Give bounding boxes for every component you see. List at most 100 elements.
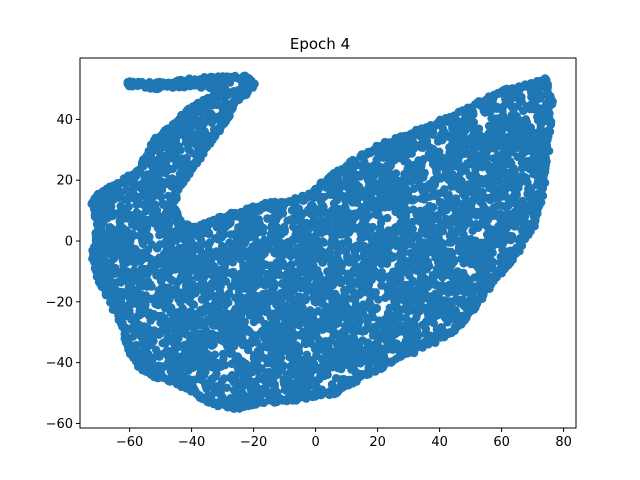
scatter-point: [393, 146, 402, 155]
scatter-point: [391, 178, 401, 187]
scatter-point: [446, 261, 455, 271]
scatter-point: [260, 281, 269, 290]
scatter-point: [402, 301, 411, 310]
scatter-point: [471, 165, 480, 175]
scatter-point: [129, 191, 138, 200]
scatter-point: [237, 293, 246, 302]
scatter-point: [352, 277, 361, 286]
scatter-point: [271, 247, 280, 256]
scatter-point: [201, 325, 210, 334]
scatter-point: [432, 225, 441, 234]
scatter-point: [163, 227, 173, 236]
scatter-point: [389, 252, 398, 261]
scatter-point: [205, 333, 215, 342]
scatter-point: [320, 192, 329, 202]
scatter-point: [176, 125, 185, 134]
scatter-point: [438, 281, 447, 290]
scatter-point: [152, 243, 162, 252]
scatter-point: [526, 185, 535, 195]
scatter-point: [486, 142, 495, 151]
scatter-point: [202, 317, 212, 326]
scatter-point: [525, 145, 534, 155]
scatter-point: [420, 207, 430, 216]
scatter-point: [389, 154, 398, 163]
scatter-point: [344, 189, 354, 198]
scatter-point: [221, 323, 230, 332]
scatter-point: [374, 181, 384, 190]
scatter-point: [435, 174, 444, 183]
scatter-point: [130, 287, 139, 296]
scatter-point: [463, 140, 472, 150]
scatter-point: [151, 299, 160, 309]
scatter-point: [138, 239, 148, 249]
scatter-point: [430, 190, 439, 200]
scatter-point: [318, 309, 327, 319]
scatter-point: [227, 282, 236, 292]
scatter-point: [126, 212, 135, 221]
scatter-point: [397, 235, 406, 245]
scatter-point: [166, 179, 176, 188]
scatter-point: [505, 231, 515, 241]
scatter-point: [259, 223, 268, 233]
scatter-point: [484, 121, 494, 131]
scatter-point: [375, 162, 384, 171]
scatter-point: [217, 362, 226, 371]
scatter-point: [515, 218, 524, 227]
scatter-point: [331, 374, 341, 383]
scatter-point: [159, 141, 168, 151]
scatter-point: [186, 314, 195, 323]
scatter-point: [406, 221, 415, 230]
scatter-point: [329, 327, 338, 336]
scatter-point: [360, 210, 370, 219]
scatter-point: [312, 351, 321, 360]
scatter-point: [177, 266, 186, 275]
scatter-point: [517, 92, 526, 102]
scatter-point: [358, 327, 367, 336]
scatter-point: [298, 244, 308, 254]
scatter-point: [289, 222, 298, 232]
scatter-point: [143, 277, 152, 287]
scatter-point: [385, 175, 394, 184]
scatter-point: [453, 236, 462, 246]
scatter-point: [277, 279, 287, 288]
scatter-point: [324, 291, 333, 301]
scatter-point: [317, 206, 326, 215]
scatter-point: [492, 104, 501, 114]
scatter-point: [414, 265, 423, 274]
scatter-point: [473, 272, 483, 282]
scatter-point: [432, 248, 441, 257]
scatter-point: [418, 320, 427, 330]
scatter-point: [275, 270, 285, 280]
scatter-point: [376, 242, 386, 252]
scatter-point: [443, 300, 452, 310]
scatter-point: [359, 202, 368, 212]
scatter-point: [529, 129, 539, 138]
scatter-point: [204, 285, 213, 294]
scatter-point: [498, 245, 507, 255]
scatter-point: [323, 370, 332, 379]
scatter-point: [440, 312, 449, 322]
scatter-point: [231, 293, 240, 302]
scatter-point: [196, 235, 206, 245]
scatter-point: [283, 237, 293, 247]
scatter-point: [294, 348, 304, 357]
scatter-point: [161, 262, 170, 271]
scatter-point: [410, 195, 419, 204]
scatter-point: [444, 190, 453, 199]
scatter-point: [192, 345, 201, 355]
scatter-point: [396, 256, 405, 265]
scatter-point: [382, 161, 391, 170]
scatter-point: [404, 187, 413, 196]
scatter-point: [235, 275, 245, 284]
scatter-point: [314, 366, 323, 375]
scatter-point: [218, 255, 227, 264]
scatter-point: [144, 205, 153, 215]
scatter-point: [347, 326, 357, 335]
scatter-point: [231, 239, 240, 248]
scatter-point: [207, 118, 216, 128]
scatter-point: [322, 249, 331, 258]
scatter-point: [406, 144, 415, 153]
scatter-point: [321, 354, 330, 363]
scatter-point: [359, 164, 369, 174]
scatter-point: [356, 235, 365, 244]
